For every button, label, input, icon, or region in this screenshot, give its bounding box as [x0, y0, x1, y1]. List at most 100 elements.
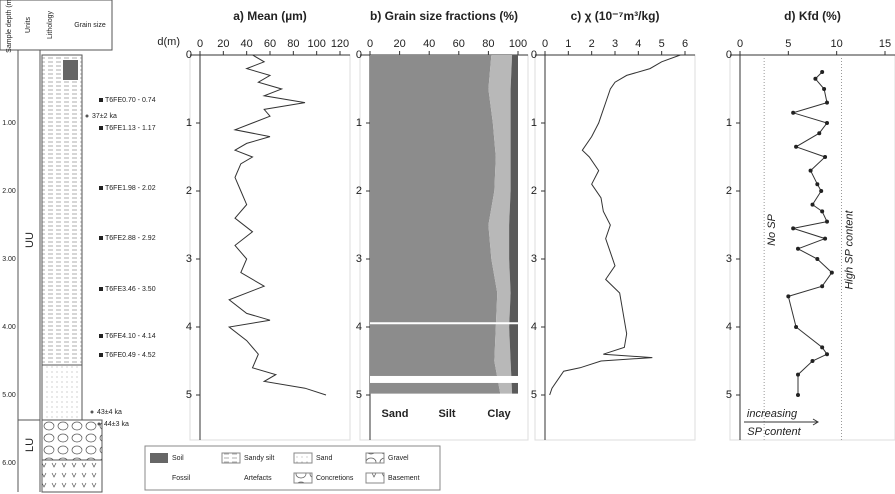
- x-tick-label: 120: [331, 38, 349, 50]
- depth-label: 1.00: [2, 120, 16, 127]
- data-point: [791, 110, 796, 115]
- arrow: [744, 418, 819, 426]
- data-point: [822, 87, 827, 91]
- y-tick-label: 5: [186, 389, 192, 401]
- area-2: [509, 55, 518, 394]
- legend-swatch: [221, 452, 241, 464]
- legend-label: Gravel: [388, 455, 409, 462]
- data-point: [810, 359, 815, 363]
- annotation: High SP content: [843, 210, 855, 290]
- data-point: [796, 246, 800, 251]
- data-point: [829, 270, 834, 275]
- y-tick-label: 4: [356, 321, 362, 333]
- x-tick-label: 10: [831, 38, 843, 50]
- legend-label: Sand: [382, 408, 409, 420]
- log-header: Units: [25, 17, 32, 33]
- data-point: [815, 182, 820, 187]
- age-label: 44±3 ka: [104, 421, 129, 428]
- data-line: [787, 71, 833, 395]
- area-0: [370, 55, 501, 394]
- legend-label: Basement: [388, 475, 420, 482]
- depth-label: 2.00: [2, 188, 16, 195]
- sample-marker: [99, 186, 103, 190]
- data-point: [813, 76, 818, 81]
- legend-swatch: [150, 453, 168, 463]
- y-tick-label: 5: [726, 389, 732, 401]
- data-point: [825, 219, 829, 224]
- gravel: [41, 419, 103, 461]
- y-tick-label: 3: [531, 253, 537, 265]
- gap: [370, 322, 518, 325]
- panel-title: a) Mean (µm): [233, 9, 307, 23]
- sample-label: T6FE1.98 - 2.02: [105, 185, 156, 192]
- basement: [41, 459, 103, 493]
- x-tick-label: 40: [241, 38, 253, 50]
- x-tick-label: 40: [423, 38, 435, 50]
- x-tick-label: 2: [589, 38, 595, 50]
- log-header: [0, 0, 113, 51]
- annotation: No SP: [766, 213, 778, 245]
- x-tick-label: 5: [659, 38, 665, 50]
- sample-marker: [99, 353, 103, 357]
- data-point: [796, 372, 800, 377]
- data-point: [820, 345, 825, 350]
- x-tick-label: 20: [217, 38, 229, 50]
- legend-swatch: [365, 452, 385, 464]
- sample-label: T6FE1.13 - 1.17: [105, 125, 156, 132]
- data-point: [815, 257, 820, 261]
- age-marker: [97, 422, 101, 426]
- x-tick-label: 80: [287, 38, 299, 50]
- x-tick-label: 6: [682, 38, 688, 50]
- legend-label: Fossil: [172, 475, 191, 482]
- x-tick-label: 0: [737, 38, 743, 50]
- log-header: Grain size: [74, 22, 106, 29]
- x-tick-label: 100: [307, 38, 325, 50]
- y-tick-label: 5: [356, 389, 362, 401]
- y-tick-label: 3: [726, 253, 732, 265]
- x-tick-label: 5: [785, 38, 791, 50]
- x-tick-label: 60: [453, 38, 465, 50]
- panel-frame: [729, 54, 895, 441]
- sample-marker: [99, 287, 103, 291]
- log-header: Sample depth (m): [6, 0, 13, 53]
- data-point: [823, 236, 828, 241]
- sample-label: T6FE0.70 - 0.74: [105, 97, 156, 104]
- data-point: [825, 352, 829, 357]
- sample-marker: [99, 98, 103, 102]
- legend-swatch: [222, 473, 240, 483]
- area-1: [488, 55, 513, 394]
- depth-label: 4.00: [2, 324, 16, 331]
- legend-swatch: [293, 472, 313, 484]
- x-tick-label: 1: [565, 38, 571, 50]
- data-point: [823, 155, 828, 159]
- data-point: [794, 144, 799, 149]
- legend-box: [144, 445, 441, 491]
- depth-label: 5.00: [2, 392, 16, 399]
- data-point: [817, 131, 822, 136]
- sample-label: T6FE2.88 - 2.92: [105, 235, 156, 242]
- data-point: [820, 70, 825, 74]
- y-tick-label: 4: [531, 321, 537, 333]
- panel-title: d) Kfd (%): [784, 9, 841, 23]
- legend-label: Sand: [316, 455, 332, 462]
- y-tick-label: 0: [531, 49, 537, 61]
- sample-marker: [99, 126, 103, 130]
- y-tick-label: 4: [186, 321, 192, 333]
- data-point: [794, 325, 799, 329]
- y-tick-label: 2: [186, 185, 192, 197]
- sandy-silt: [41, 54, 83, 366]
- y-tick-label: 4: [726, 321, 732, 333]
- gap: [370, 375, 518, 383]
- depth-label: 3.00: [2, 256, 16, 263]
- data-line: [227, 54, 327, 396]
- data-point: [820, 209, 825, 214]
- data-line: [549, 54, 681, 396]
- x-tick-label: 80: [482, 38, 494, 50]
- y-tick-label: 0: [186, 49, 192, 61]
- legend-label: Sandy silt: [244, 455, 274, 462]
- y-tick-label: 5: [531, 389, 537, 401]
- annotation: increasing: [747, 408, 798, 420]
- data-point: [825, 100, 829, 105]
- sand: [41, 364, 83, 421]
- y-tick-label: 0: [726, 49, 732, 61]
